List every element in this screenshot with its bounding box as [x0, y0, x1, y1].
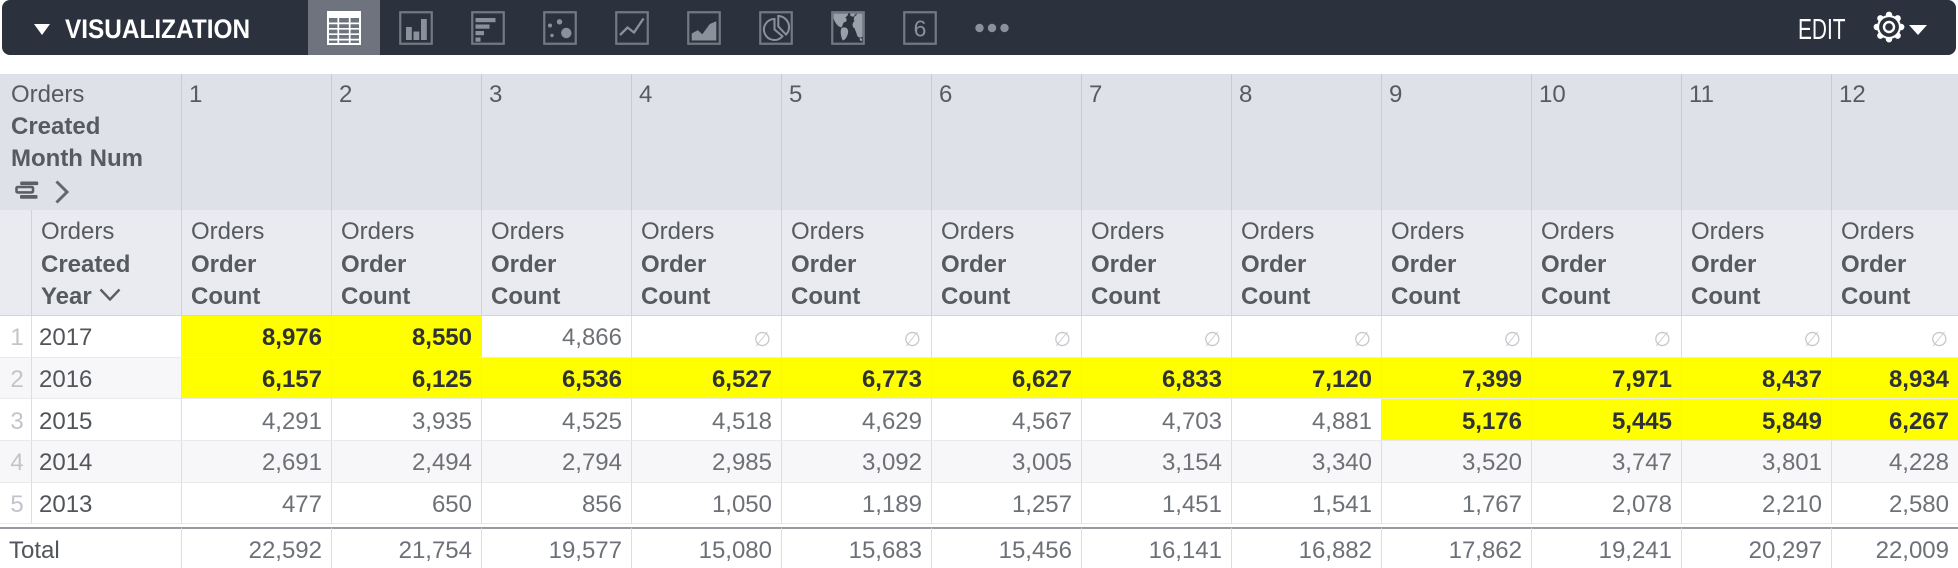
- svg-text:6: 6: [914, 16, 927, 42]
